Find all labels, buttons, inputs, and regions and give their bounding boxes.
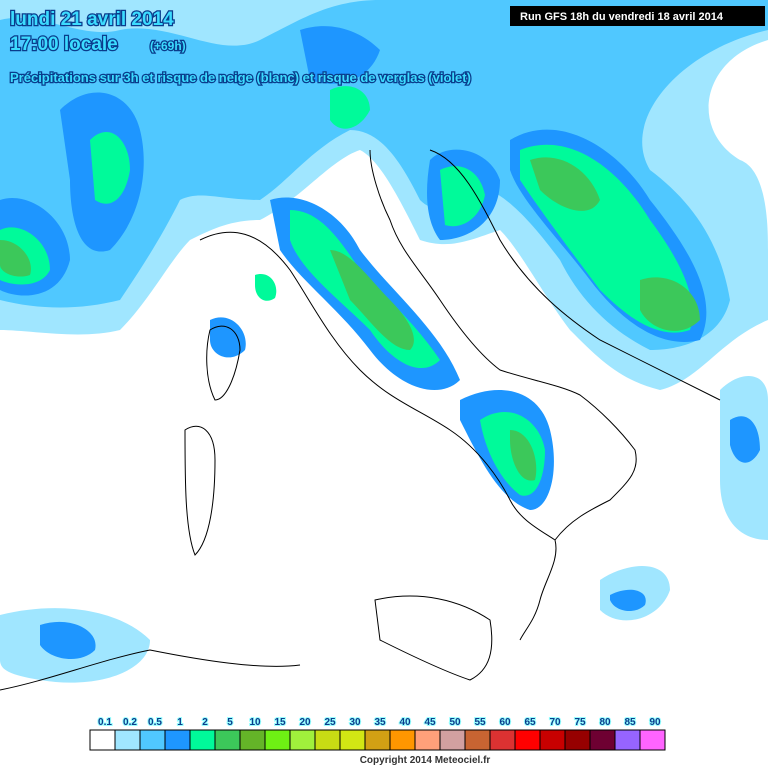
- legend-swatch: [614, 729, 641, 751]
- legend-swatch: [239, 729, 266, 751]
- run-info: Run GFS 18h du vendredi 18 avril 2014: [520, 11, 724, 23]
- legend-swatch: [114, 729, 141, 751]
- legend-swatch: [264, 729, 291, 751]
- legend-label: 0.2: [123, 717, 137, 728]
- legend-label: 80: [599, 717, 611, 728]
- legend-label: 2: [202, 717, 208, 728]
- legend-label: 5: [227, 717, 233, 728]
- legend-label: 35: [374, 717, 386, 728]
- legend-swatch: [289, 729, 316, 751]
- legend-swatch: [639, 729, 666, 751]
- date: lundi 21 avril 2014: [10, 9, 174, 30]
- legend-swatch: [589, 729, 616, 751]
- legend-swatch: [214, 729, 241, 751]
- legend: 0.1 0.2 0.5 1 2 5 10 15 20 25 30 35 40 45 50 55 60 65 70 75…: [89, 716, 666, 751]
- legend-swatch: [339, 729, 366, 751]
- time: 17:00 locale: [10, 34, 118, 55]
- legend-label: 0.5: [148, 717, 162, 728]
- legend-swatch: [564, 729, 591, 751]
- legend-label: 40: [399, 717, 411, 728]
- legend-label: 0.1: [98, 717, 112, 728]
- run-banner: [510, 6, 765, 26]
- legend-label: 10: [249, 717, 261, 728]
- legend-swatch: [89, 729, 116, 751]
- legend-label: 20: [299, 717, 311, 728]
- legend-label: 45: [424, 717, 436, 728]
- legend-label: 25: [324, 717, 336, 728]
- legend-swatch: [489, 729, 516, 751]
- legend-swatch: [389, 729, 416, 751]
- legend-label: 60: [499, 717, 511, 728]
- precip-medium: [0, 0, 768, 350]
- legend-label: 50: [449, 717, 461, 728]
- subtitle: Précipitations sur 3h et risque de neige…: [10, 70, 471, 85]
- legend-label: 30: [349, 717, 361, 728]
- legend-swatch: [414, 729, 441, 751]
- legend-label: 70: [549, 717, 561, 728]
- legend-swatch: [314, 729, 341, 751]
- forecast-offset: (+69h): [150, 39, 186, 53]
- legend-label: 1: [177, 717, 183, 728]
- legend-label: 90: [649, 717, 661, 728]
- precipitation: [0, 0, 768, 683]
- legend-swatch: [539, 729, 566, 751]
- legend-label: 75: [574, 717, 586, 728]
- legend-swatch: [164, 729, 191, 751]
- legend-swatch: [139, 729, 166, 751]
- legend-swatch: [514, 729, 541, 751]
- legend-label: 85: [624, 717, 636, 728]
- legend-label: 55: [474, 717, 486, 728]
- legend-swatch: [189, 729, 216, 751]
- precip-heavy: [0, 86, 693, 496]
- legend-label: 15: [274, 717, 286, 728]
- legend-swatch: [439, 729, 466, 751]
- legend-swatch: [364, 729, 391, 751]
- copyright: Copyright 2014 Meteociel.fr: [360, 755, 491, 766]
- legend-label: 65: [524, 717, 536, 728]
- coastlines: [0, 149, 721, 691]
- legend-swatch: [464, 729, 491, 751]
